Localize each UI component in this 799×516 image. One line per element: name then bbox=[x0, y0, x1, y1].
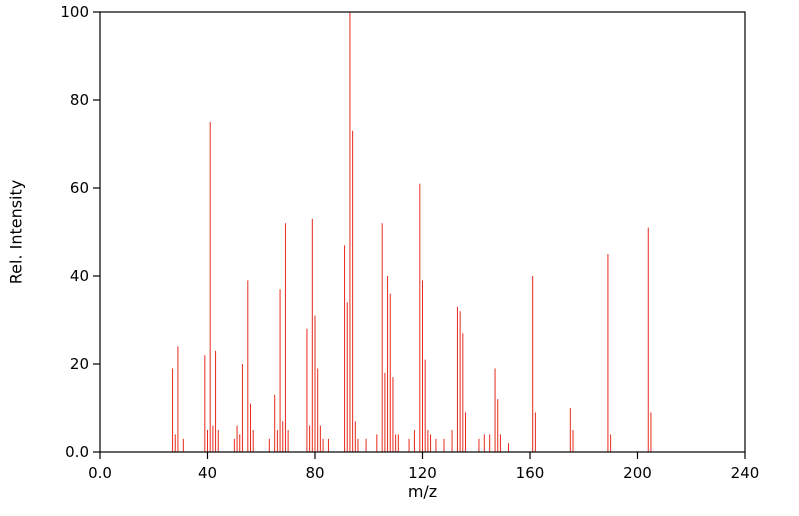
svg-text:0.0: 0.0 bbox=[88, 464, 112, 482]
svg-text:60: 60 bbox=[70, 179, 89, 197]
svg-text:200: 200 bbox=[623, 464, 652, 482]
svg-text:40: 40 bbox=[198, 464, 217, 482]
svg-text:80: 80 bbox=[70, 91, 89, 109]
y-axis-label: Rel. Intensity bbox=[6, 179, 26, 285]
svg-text:40: 40 bbox=[70, 267, 89, 285]
svg-text:160: 160 bbox=[516, 464, 545, 482]
svg-text:0.0: 0.0 bbox=[65, 443, 89, 461]
x-axis-label: m/z bbox=[407, 482, 438, 501]
svg-text:100: 100 bbox=[60, 3, 89, 21]
svg-text:80: 80 bbox=[305, 464, 324, 482]
svg-text:240: 240 bbox=[731, 464, 760, 482]
svg-text:120: 120 bbox=[408, 464, 437, 482]
svg-text:20: 20 bbox=[70, 355, 89, 373]
